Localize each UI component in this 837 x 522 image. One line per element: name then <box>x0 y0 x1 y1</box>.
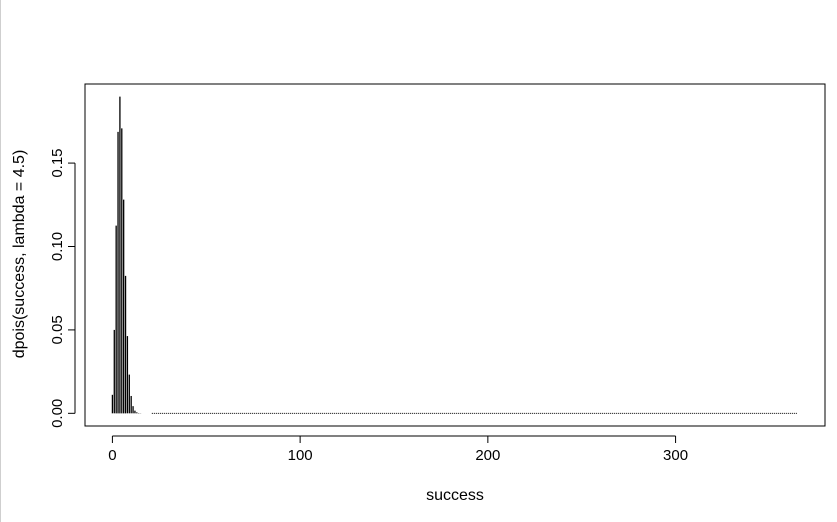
y-tick-label-0.10: 0.10 <box>49 232 66 261</box>
plot-box <box>84 83 826 427</box>
x-tick-label-200: 200 <box>475 447 500 464</box>
x-tick-label-300: 300 <box>663 447 688 464</box>
y-axis: 0.00 0.05 0.10 0.15 <box>49 148 76 428</box>
y-tick-label-0.05: 0.05 <box>49 315 66 344</box>
bars-group <box>111 96 798 414</box>
y-axis-title: dpois(success, lambda = 4.5) <box>11 150 28 359</box>
y-tick-label-0.00: 0.00 <box>49 399 66 428</box>
y-tick-label-0.15: 0.15 <box>49 148 66 177</box>
x-tick-label-100: 100 <box>288 447 313 464</box>
x-axis: 0 100 200 300 <box>108 435 688 464</box>
x-axis-title: success <box>426 487 484 504</box>
x-tick-label-0: 0 <box>108 447 116 464</box>
